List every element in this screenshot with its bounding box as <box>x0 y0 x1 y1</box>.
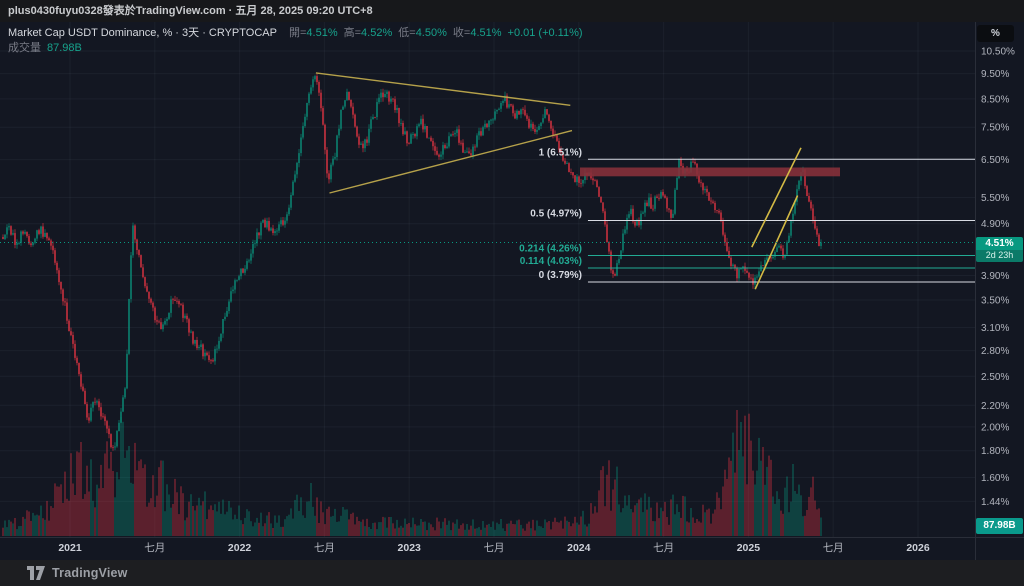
gridlines <box>0 22 975 537</box>
rising-channel-upper-trendline[interactable] <box>751 147 802 248</box>
price-tick-label: 2.50% <box>981 372 1009 383</box>
symbol-title[interactable]: Market Cap USDT Dominance, % · 3天 · CRYP… <box>8 27 277 39</box>
percent-scale-button[interactable]: % <box>977 25 1014 42</box>
price-tick-label: 9.50% <box>981 69 1009 80</box>
fib-label-0: 0 (3.79%) <box>539 270 582 281</box>
time-tick-label: 七月 <box>144 542 165 554</box>
legend: Market Cap USDT Dominance, % · 3天 · CRYP… <box>8 26 583 56</box>
time-tick-label: 2025 <box>737 542 761 554</box>
watermark-brand: TradingView <box>52 566 128 580</box>
fib-label-0.214: 0.214 (4.26%) <box>519 243 582 254</box>
chart-area[interactable]: 1 (6.51%) 0.5 (4.97%) 0.214 (4.26%) 0.114 (… <box>0 22 1024 560</box>
price-tick-label: 7.50% <box>981 123 1009 134</box>
close-pair: 收=4.51% <box>452 27 502 39</box>
time-tick-label: 2023 <box>398 542 422 554</box>
time-tick-label: 2024 <box>567 542 591 554</box>
time-tick-label: 七月 <box>314 542 335 554</box>
time-tick-label: 2021 <box>58 542 82 554</box>
price-tick-label: 5.50% <box>981 193 1009 204</box>
attribution-bar: plus0430fuyu0328發表於TradingView.com · 五月 … <box>0 0 1024 22</box>
volume-value: 87.98B <box>47 42 82 54</box>
price-tick-label: 1.44% <box>981 497 1009 508</box>
fib-label-0.114: 0.114 (4.03%) <box>520 256 582 267</box>
bar-countdown: 2d 23h <box>976 250 1023 262</box>
attribution-text: plus0430fuyu0328發表於TradingView.com · 五月 … <box>8 5 373 17</box>
tradingview-logo-icon <box>27 566 45 580</box>
price-tick-label: 3.50% <box>981 295 1009 306</box>
price-tick-label: 3.90% <box>981 271 1009 282</box>
price-tick-label: 8.50% <box>981 94 1009 105</box>
price-tick-label: 10.50% <box>981 46 1015 57</box>
triangle-lower-trendline[interactable] <box>329 129 573 194</box>
low-pair: 低=4.50% <box>398 27 447 39</box>
current-price-badge: 4.51% 2d 23h <box>976 237 1023 262</box>
change-value: +0.01 (+0.11%) <box>507 27 583 39</box>
legend-row-symbol: Market Cap USDT Dominance, % · 3天 · CRYP… <box>8 26 583 40</box>
volume-label[interactable]: 成交量 <box>8 42 41 54</box>
volume-badge: 87.98B <box>976 518 1023 534</box>
time-tick-label: 2026 <box>906 542 930 554</box>
fib-label-0.5: 0.5 (4.97%) <box>530 209 582 220</box>
time-tick-label: 七月 <box>653 542 674 554</box>
price-tick-label: 3.10% <box>981 323 1009 334</box>
high-pair: 高=4.52% <box>343 27 393 39</box>
triangle-upper-trendline[interactable] <box>315 72 571 106</box>
price-tick-label: 1.60% <box>981 473 1009 484</box>
price-tick-label: 2.00% <box>981 422 1009 433</box>
open-pair: 開=4.51% <box>288 27 338 39</box>
time-tick-label: 2022 <box>228 542 252 554</box>
price-chart: 1 (6.51%) 0.5 (4.97%) 0.214 (4.26%) 0.114 (… <box>0 22 1024 560</box>
current-price-value: 4.51% <box>976 237 1023 250</box>
volume-bars <box>2 410 822 536</box>
time-tick-label: 七月 <box>484 542 505 554</box>
price-tick-label: 4.90% <box>981 219 1009 230</box>
supply-zone-box[interactable] <box>580 167 840 177</box>
time-scale[interactable]: 2021 七月 2022 七月 2023 七月 2024 七月 2025 七月 2026 <box>58 542 930 554</box>
price-tick-label: 2.20% <box>981 401 1009 412</box>
price-scale[interactable]: 10.50% 9.50% 8.50% 7.50% 6.50% 5.50% 4.90% 3.90… <box>981 46 1015 507</box>
price-tick-label: 6.50% <box>981 155 1009 166</box>
price-tick-label: 2.80% <box>981 346 1009 357</box>
time-tick-label: 七月 <box>823 542 844 554</box>
candles <box>2 73 822 451</box>
price-tick-label: 1.80% <box>981 446 1009 457</box>
fib-label-1: 1 (6.51%) <box>539 147 582 158</box>
bottom-watermark-bar: TradingView <box>0 560 1024 586</box>
legend-row-volume: 成交量 87.98B <box>8 41 583 55</box>
